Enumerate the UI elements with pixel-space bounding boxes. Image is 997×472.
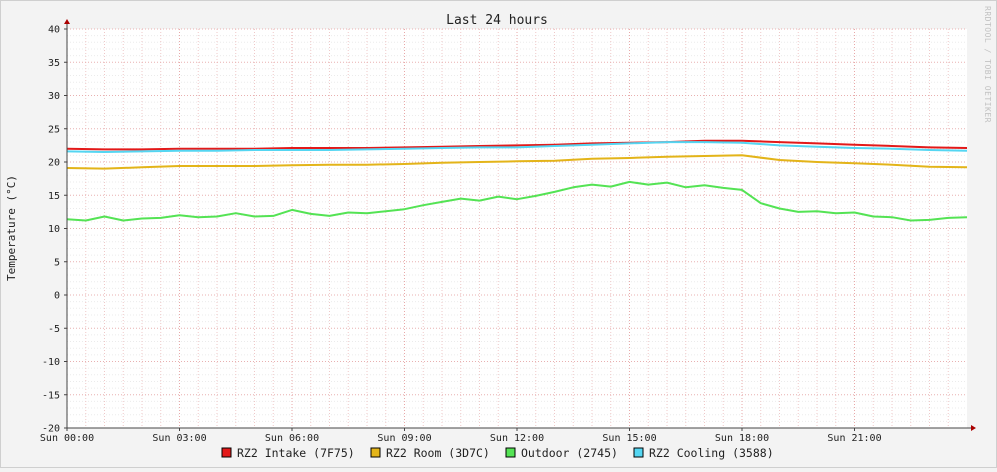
series-layer — [66, 139, 968, 222]
legend-swatch-1 — [221, 447, 232, 458]
y-axis-label: Temperature (°C) — [5, 175, 18, 281]
y-tick-label: -10 — [42, 357, 60, 368]
y-tick-label: 20 — [48, 158, 60, 169]
legend: RZ2 Intake (7F75) RZ2 Room (3D7C) Outdoor … — [221, 446, 774, 460]
y-tick-label: 40 — [48, 25, 60, 36]
y-axis-ticks: 40 35 30 25 20 15 10 5 0 -5 -10 -15 -20 — [42, 25, 67, 435]
y-tick-label: 30 — [48, 91, 60, 102]
x-tick-label: Sun 12:00 — [490, 433, 544, 444]
series-line-2 — [66, 154, 968, 170]
y-axis-arrow — [64, 19, 70, 24]
series-line-4 — [66, 141, 968, 153]
chart-title: Last 24 hours — [446, 13, 548, 28]
legend-label-4: RZ2 Cooling (3588) — [649, 446, 774, 460]
y-tick-label: 5 — [54, 257, 60, 268]
x-tick-label: Sun 06:00 — [265, 433, 319, 444]
y-tick-label: 15 — [48, 191, 60, 202]
x-tick-label: Sun 15:00 — [602, 433, 656, 444]
legend-swatch-3 — [505, 447, 516, 458]
legend-swatch-4 — [633, 447, 644, 458]
legend-label-3: Outdoor (2745) — [521, 446, 618, 460]
x-tick-label: Sun 18:00 — [715, 433, 769, 444]
y-tick-label: -5 — [48, 324, 60, 335]
x-tick-label: Sun 00:00 — [40, 433, 94, 444]
y-tick-label: 0 — [54, 291, 60, 302]
legend-label-2: RZ2 Room (3D7C) — [386, 446, 490, 460]
series-line-1 — [66, 139, 968, 151]
x-tick-label: Sun 21:00 — [827, 433, 881, 444]
x-axis-arrow — [971, 425, 976, 431]
y-tick-label: -15 — [42, 390, 60, 401]
y-tick-label: 25 — [48, 124, 60, 135]
y-tick-label: 35 — [48, 58, 60, 69]
series-line-3 — [66, 180, 968, 222]
y-tick-label: 10 — [48, 224, 60, 235]
axes-layer — [64, 19, 976, 431]
grid-major — [66, 28, 967, 429]
legend-label-1: RZ2 Intake (7F75) — [237, 446, 355, 460]
rrdtool-watermark: RRDTOOL / TOBI OETIKER — [983, 6, 992, 123]
x-axis-ticks: Sun 00:00 Sun 03:00 Sun 06:00 Sun 09:00 Sun … — [40, 428, 882, 444]
x-tick-label: Sun 09:00 — [377, 433, 431, 444]
legend-swatch-2 — [370, 447, 381, 458]
x-tick-label: Sun 03:00 — [152, 433, 206, 444]
y-tick-label: -20 — [42, 424, 60, 435]
